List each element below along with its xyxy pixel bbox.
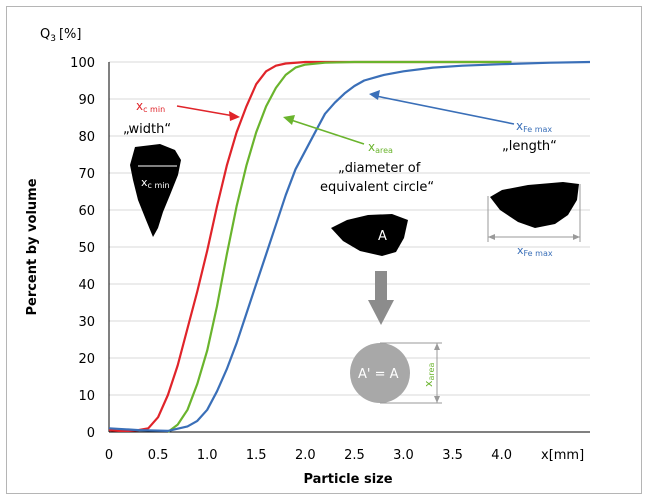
- x-tick-label: 3.5: [442, 448, 463, 463]
- y-axis-label: Percent by volume: [25, 178, 40, 315]
- length-label: „length“: [502, 139, 557, 154]
- xfe-max-shape-label: xFe max: [517, 244, 553, 258]
- x-tick-label: 2.5: [344, 448, 365, 463]
- y-tick-label: 20: [78, 352, 95, 367]
- diameter-label-line2: equivalent circle“: [320, 180, 434, 195]
- width-label: „width“: [123, 122, 171, 137]
- xarea-label: xarea: [368, 140, 393, 155]
- length-dim-arrow-left: [488, 234, 495, 240]
- xc-min-arrow: [177, 106, 234, 116]
- xarea-arrowhead: [283, 115, 295, 125]
- circle-dim-arrow-bottom: [434, 396, 440, 403]
- x-tick-label: 0.5: [148, 448, 169, 463]
- circle-dim-arrow-top: [434, 343, 440, 350]
- series-line-xc_min: [109, 62, 512, 431]
- x-tick-label: 3.0: [393, 448, 414, 463]
- x-tick-label: 2.0: [295, 448, 316, 463]
- y-tick-label: 100: [70, 56, 95, 71]
- particle-shape-area-icon: [331, 214, 408, 256]
- xfe-max-label: xFe max: [516, 119, 552, 134]
- x-tick-label: 0: [105, 448, 113, 463]
- y-axis-header: Q3 [%]: [40, 27, 81, 44]
- circle-label: A' = A: [358, 367, 399, 382]
- y-tick-label: 80: [78, 130, 95, 145]
- transform-arrow-shaft: [375, 271, 387, 301]
- shape-a-label: A: [378, 229, 387, 244]
- x-tick-label: 4.0: [491, 448, 512, 463]
- y-tick-label: 10: [78, 389, 95, 404]
- x-tick-label: 1.0: [197, 448, 218, 463]
- y-tick-label: 70: [78, 167, 95, 182]
- x-unit-label: x[mm]: [541, 448, 584, 463]
- xc-min-arrowhead: [229, 111, 240, 121]
- particle-shape-length-icon: [490, 182, 579, 228]
- particle-shape-width-icon: [130, 144, 181, 237]
- y-tick-label: 0: [87, 426, 95, 441]
- xarea-circle-label: xarea: [422, 363, 436, 387]
- xc-min-label: xc min: [136, 99, 165, 114]
- x-axis-label: Particle size: [303, 472, 392, 487]
- length-dim-arrow-right: [573, 234, 580, 240]
- x-tick-labels: 0 0.5 1.0 1.5 2.0 2.5 3.0 3.5 4.0: [105, 448, 512, 463]
- y-tick-label: 40: [78, 278, 95, 293]
- xarea-arrow: [291, 120, 364, 144]
- diameter-label-line1: „diameter of: [338, 161, 421, 176]
- y-tick-label: 90: [78, 93, 95, 108]
- y-tick-labels: 0 10 20 30 40 50 60 70 80 90 100: [70, 56, 95, 441]
- xfe-max-arrow: [376, 96, 514, 124]
- y-tick-label: 60: [78, 204, 95, 219]
- x-tick-label: 1.5: [246, 448, 267, 463]
- y-tick-label: 50: [78, 241, 95, 256]
- y-tick-label: 30: [78, 315, 95, 330]
